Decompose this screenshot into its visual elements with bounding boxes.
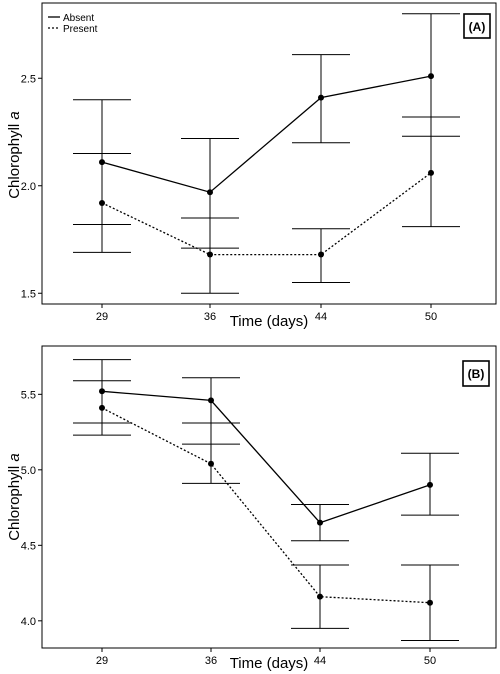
- data-point-present: [208, 460, 214, 467]
- series-line-present: [101, 172, 432, 256]
- y-tick-label: 2.0: [21, 181, 36, 193]
- data-point-present: [207, 251, 213, 258]
- legend-label-absent: Absent: [63, 13, 94, 24]
- data-point-absent: [317, 519, 323, 526]
- y-tick-label: 5.5: [21, 389, 36, 401]
- y-tick-label: 4.0: [21, 616, 36, 628]
- data-point-absent: [318, 94, 324, 101]
- data-point-present: [318, 251, 324, 258]
- error-bars: [73, 13, 460, 294]
- data-point-absent: [208, 397, 214, 404]
- x-tick-label: 50: [424, 655, 436, 667]
- x-tick-label: 50: [425, 311, 437, 323]
- data-point-absent: [207, 189, 213, 196]
- panel-badge-label: (A): [469, 20, 486, 34]
- series-line-absent: [101, 390, 431, 524]
- x-axis-ticks: 29 36 44 50: [96, 648, 436, 667]
- panel-badge-frame: [463, 13, 491, 39]
- data-point-present: [99, 404, 105, 411]
- x-tick-label: 36: [204, 311, 216, 323]
- data-point-absent: [99, 159, 105, 166]
- x-axis-title: Time (days): [230, 655, 309, 672]
- data-point-absent: [427, 481, 433, 488]
- panel-a: 1.5 2.0 2.5 29 36 44 50 Absent Present (A) Ti…: [6, 2, 497, 330]
- series-lines: [101, 390, 431, 604]
- data-point-present: [99, 199, 105, 206]
- y-tick-label: 4.5: [21, 540, 36, 552]
- x-tick-label: 29: [96, 311, 108, 323]
- data-points: [99, 73, 434, 258]
- series-line-present: [101, 407, 431, 604]
- legend: Absent Present: [48, 13, 98, 35]
- y-tick-label: 2.5: [21, 73, 36, 85]
- series-lines: [101, 75, 432, 256]
- y-axis-title: Chlorophyll a: [6, 453, 23, 541]
- error-bars: [73, 359, 459, 641]
- legend-label-present: Present: [63, 24, 98, 35]
- panel-badge-label: (B): [468, 367, 485, 381]
- plot-frame: [41, 345, 497, 649]
- y-axis-title: Chlorophyll a: [6, 111, 23, 199]
- data-point-present: [427, 599, 433, 606]
- x-tick-label: 36: [205, 655, 217, 667]
- y-axis-ticks: 1.5 2.0 2.5: [21, 73, 42, 300]
- data-point-absent: [428, 73, 434, 80]
- x-axis-ticks: 29 36 44 50: [96, 304, 437, 323]
- panel-badge: (A): [463, 13, 491, 39]
- panel-badge-frame: [462, 360, 490, 387]
- y-axis-ticks: 4.0 4.5 5.0 5.5: [21, 389, 42, 628]
- x-axis-title: Time (days): [230, 313, 309, 330]
- x-tick-label: 44: [314, 655, 326, 667]
- x-tick-label: 44: [315, 311, 327, 323]
- y-tick-label: 5.0: [21, 465, 36, 477]
- panel-b: 4.0 4.5 5.0 5.5 29 36 44 50 (B) Time (days) Ch…: [6, 345, 497, 672]
- y-tick-label: 1.5: [21, 288, 36, 300]
- data-points: [99, 388, 433, 606]
- plot-frame: [41, 2, 497, 305]
- data-point-present: [317, 593, 323, 600]
- series-line-absent: [101, 75, 432, 193]
- panel-badge: (B): [462, 360, 490, 387]
- data-point-present: [428, 169, 434, 176]
- data-point-absent: [99, 388, 105, 395]
- x-tick-label: 29: [96, 655, 108, 667]
